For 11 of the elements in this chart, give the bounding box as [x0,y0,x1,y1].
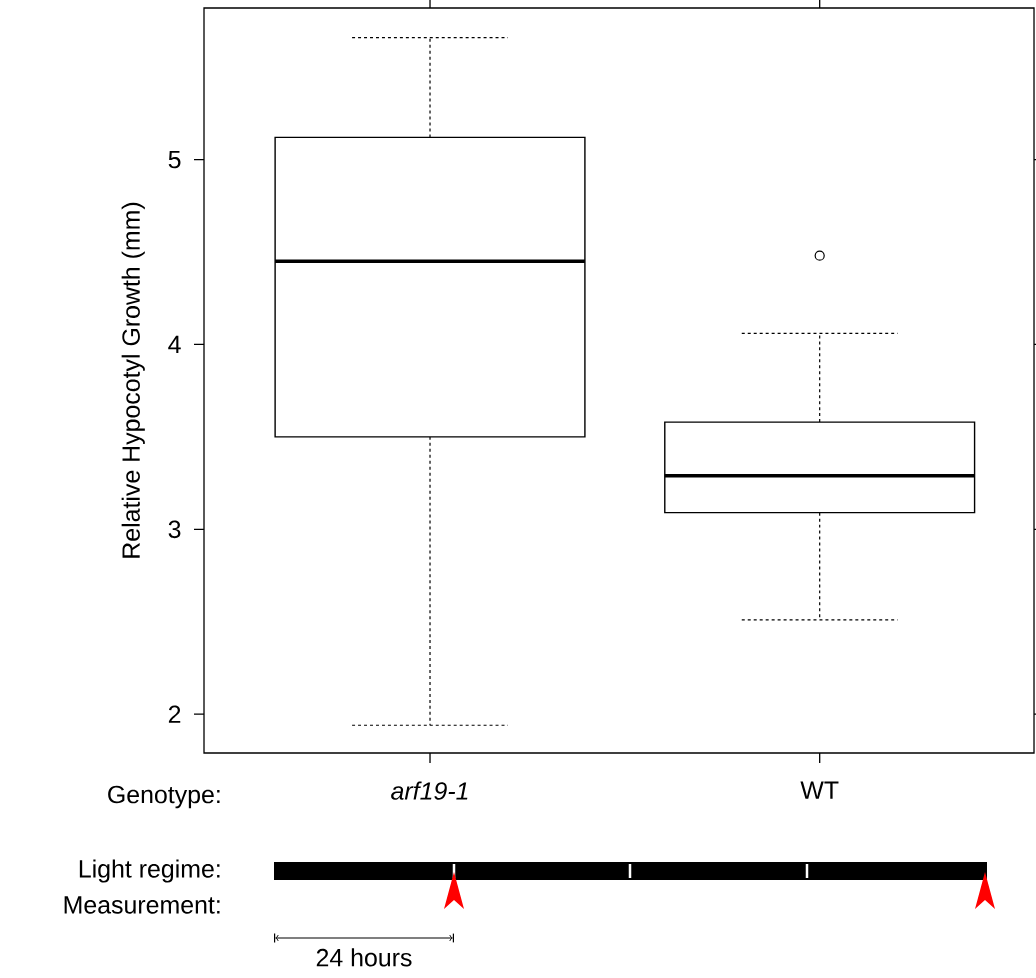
x-tick-label: arf19-1 [391,781,468,800]
text: Measurement: [64,896,220,914]
y-axis-title: Relative Hypocotyl Growth (mm) [121,202,145,558]
text: Genotype: [108,785,220,809]
x-tick-label: WT [800,781,839,799]
y-tick-label: 3 [168,520,181,539]
y-tick-label: 5 [168,150,181,169]
text: 24 hours [316,948,412,967]
y-tick-label: 4 [168,335,181,354]
y-tick-label: 2 [168,705,181,723]
text: Light regime: [79,859,220,883]
